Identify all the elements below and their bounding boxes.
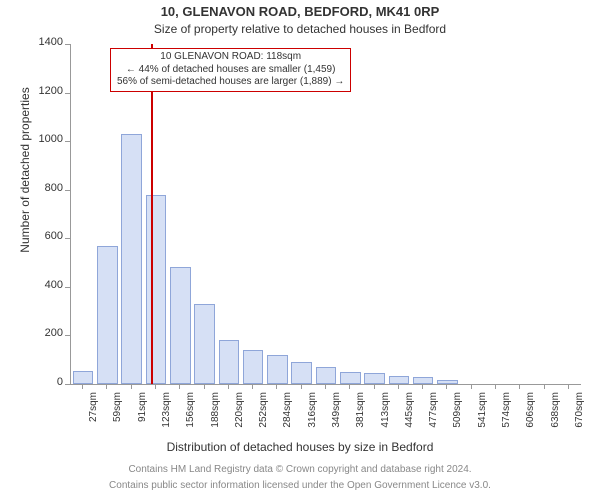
histogram-bar: [316, 367, 337, 384]
plot-area: [70, 44, 581, 385]
histogram-bar: [170, 267, 191, 384]
y-tick: [65, 44, 70, 45]
x-tick: [422, 384, 423, 389]
x-tick: [325, 384, 326, 389]
x-tick-label: 59sqm: [112, 392, 123, 442]
x-tick: [155, 384, 156, 389]
histogram-bar: [389, 376, 410, 385]
y-tick-label: 1400: [25, 36, 63, 48]
y-tick-label: 600: [25, 230, 63, 242]
x-tick-label: 541sqm: [477, 392, 488, 442]
footer-line2: Contains public sector information licen…: [0, 480, 600, 491]
y-axis-label: Number of detached properties: [18, 40, 32, 300]
x-tick-label: 606sqm: [525, 392, 536, 442]
histogram-bar: [243, 350, 264, 384]
x-tick: [471, 384, 472, 389]
x-tick-label: 670sqm: [574, 392, 585, 442]
y-tick: [65, 190, 70, 191]
x-tick-label: 156sqm: [185, 392, 196, 442]
x-tick-label: 509sqm: [452, 392, 463, 442]
x-tick: [82, 384, 83, 389]
x-tick: [301, 384, 302, 389]
histogram-bar: [121, 134, 142, 384]
x-tick: [519, 384, 520, 389]
histogram-bar: [146, 195, 167, 384]
x-tick-label: 381sqm: [355, 392, 366, 442]
x-tick: [252, 384, 253, 389]
x-tick-label: 638sqm: [550, 392, 561, 442]
y-tick-label: 800: [25, 182, 63, 194]
x-tick-label: 445sqm: [404, 392, 415, 442]
x-tick: [495, 384, 496, 389]
y-tick-label: 400: [25, 279, 63, 291]
histogram-bar: [267, 355, 288, 384]
x-tick-label: 188sqm: [210, 392, 221, 442]
x-tick-label: 284sqm: [282, 392, 293, 442]
x-tick-label: 252sqm: [258, 392, 269, 442]
chart-title: 10, GLENAVON ROAD, BEDFORD, MK41 0RP: [0, 4, 600, 19]
x-tick: [568, 384, 569, 389]
y-tick-label: 0: [25, 376, 63, 388]
reference-line: [151, 44, 153, 384]
histogram-bar: [73, 371, 94, 384]
x-tick: [446, 384, 447, 389]
histogram-bar: [340, 372, 361, 384]
histogram-bar: [194, 304, 215, 384]
x-tick: [204, 384, 205, 389]
x-tick: [374, 384, 375, 389]
y-tick: [65, 384, 70, 385]
x-tick: [544, 384, 545, 389]
y-tick: [65, 287, 70, 288]
histogram-bar: [291, 362, 312, 384]
y-tick-label: 200: [25, 327, 63, 339]
x-tick: [228, 384, 229, 389]
y-tick: [65, 93, 70, 94]
histogram-bar: [413, 377, 434, 384]
x-tick-label: 477sqm: [428, 392, 439, 442]
footer-line1: Contains HM Land Registry data © Crown c…: [0, 464, 600, 475]
chart-subtitle: Size of property relative to detached ho…: [0, 22, 600, 36]
x-tick: [106, 384, 107, 389]
x-tick: [349, 384, 350, 389]
y-tick-label: 1200: [25, 85, 63, 97]
x-tick: [276, 384, 277, 389]
x-axis-label: Distribution of detached houses by size …: [0, 440, 600, 454]
y-tick-label: 1000: [25, 133, 63, 145]
x-tick-label: 574sqm: [501, 392, 512, 442]
annotation-line3: 56% of semi-detached houses are larger (…: [117, 76, 344, 89]
x-tick-label: 316sqm: [307, 392, 318, 442]
x-tick: [131, 384, 132, 389]
histogram-bar: [364, 373, 385, 384]
x-tick-label: 220sqm: [234, 392, 245, 442]
x-tick-label: 27sqm: [88, 392, 99, 442]
annotation-line1: 10 GLENAVON ROAD: 118sqm: [117, 51, 344, 64]
histogram-bar: [437, 380, 458, 384]
x-tick-label: 123sqm: [161, 392, 172, 442]
annotation-box: 10 GLENAVON ROAD: 118sqm ← 44% of detach…: [110, 48, 351, 92]
x-tick: [179, 384, 180, 389]
x-tick-label: 349sqm: [331, 392, 342, 442]
y-tick: [65, 335, 70, 336]
y-tick: [65, 141, 70, 142]
chart-container: 10, GLENAVON ROAD, BEDFORD, MK41 0RP Siz…: [0, 0, 600, 500]
x-tick-label: 91sqm: [137, 392, 148, 442]
histogram-bar: [97, 246, 118, 384]
x-tick-label: 413sqm: [380, 392, 391, 442]
x-tick: [398, 384, 399, 389]
y-tick: [65, 238, 70, 239]
histogram-bar: [219, 340, 240, 384]
annotation-line2: ← 44% of detached houses are smaller (1,…: [117, 64, 344, 77]
